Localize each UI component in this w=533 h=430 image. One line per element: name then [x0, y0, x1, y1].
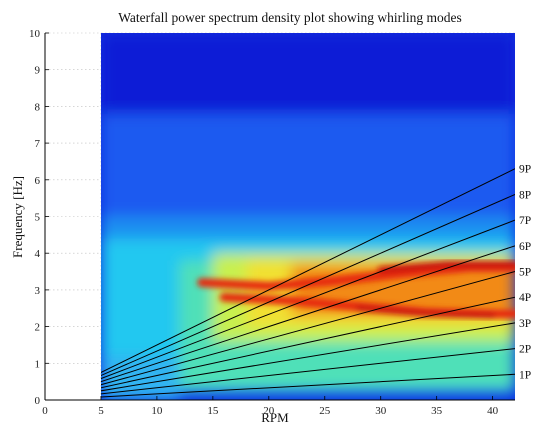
- harmonic-label-8P: 8P: [519, 189, 531, 201]
- axes: [44, 32, 515, 401]
- y-tick-label: 2: [35, 322, 41, 334]
- y-axis-label: Frequency [Hz]: [10, 176, 25, 258]
- y-tick-label: 1: [35, 358, 41, 370]
- harmonic-label-1P: 1P: [519, 369, 531, 381]
- x-tick-label: 0: [42, 405, 48, 417]
- x-tick-label: 25: [319, 405, 331, 417]
- y-tick-label: 5: [35, 212, 41, 224]
- y-tick-label: 10: [29, 28, 41, 40]
- whirl-band-upper: [197, 263, 515, 291]
- x-tick-label: 30: [375, 405, 387, 417]
- harmonic-line-7P: [100, 219, 515, 380]
- y-tick-label: 6: [35, 175, 41, 187]
- x-axis-label: RPM: [261, 410, 289, 425]
- y-tick-label: 0: [35, 395, 41, 407]
- heat-region-mid-blue: [100, 216, 515, 239]
- harmonic-line-4P: [100, 296, 515, 389]
- harmonic-label-3P: 3P: [519, 318, 531, 330]
- harmonic-label-5P: 5P: [519, 267, 531, 279]
- y-tick-label: 9: [35, 65, 41, 77]
- harmonic-line-6P: [100, 245, 515, 383]
- y-tick-label: 8: [35, 101, 41, 113]
- harmonic-lines: [100, 168, 515, 398]
- x-tick-label: 15: [207, 405, 219, 417]
- y-tick-labels: 0 1 2 3 4 5 6 7 8 9 10: [29, 28, 41, 407]
- harmonic-label-6P: 6P: [519, 241, 531, 253]
- y-tick-label: 3: [35, 285, 41, 297]
- harmonic-label-7P: 7P: [519, 215, 531, 227]
- x-tick-label: 35: [431, 405, 443, 417]
- harmonic-line-1P: [100, 373, 515, 398]
- psd-heatmap: [100, 33, 515, 400]
- y-tick-label: 7: [35, 138, 41, 150]
- harmonic-line-8P: [100, 193, 515, 377]
- chart-title: Waterfall power spectrum density plot sh…: [118, 10, 461, 25]
- harmonic-line-9P: [100, 168, 515, 374]
- harmonic-label-9P: 9P: [519, 164, 531, 176]
- harmonic-label-2P: 2P: [519, 344, 531, 356]
- harmonic-line-5P: [100, 271, 515, 386]
- harmonic-line-2P: [100, 348, 515, 395]
- y-tick-label: 4: [35, 248, 41, 260]
- harmonic-labels: 1P 2P 3P 4P 5P 6P 7P 8P 9P: [519, 164, 531, 382]
- x-tick-label: 20: [263, 405, 275, 417]
- whirl-band-lower-core: [355, 305, 496, 319]
- whirl-band-upper-core: [377, 261, 515, 273]
- x-tick-label: 40: [487, 405, 499, 417]
- x-tick-labels: 0 5 10 15 20 25 30 35 40: [42, 405, 498, 417]
- harmonic-line-3P: [100, 322, 515, 392]
- harmonic-label-4P: 4P: [519, 292, 531, 304]
- heat-region-top: [100, 33, 515, 114]
- heat-region-upper: [100, 113, 515, 217]
- x-tick-label: 5: [98, 405, 104, 417]
- x-tick-label: 10: [151, 405, 163, 417]
